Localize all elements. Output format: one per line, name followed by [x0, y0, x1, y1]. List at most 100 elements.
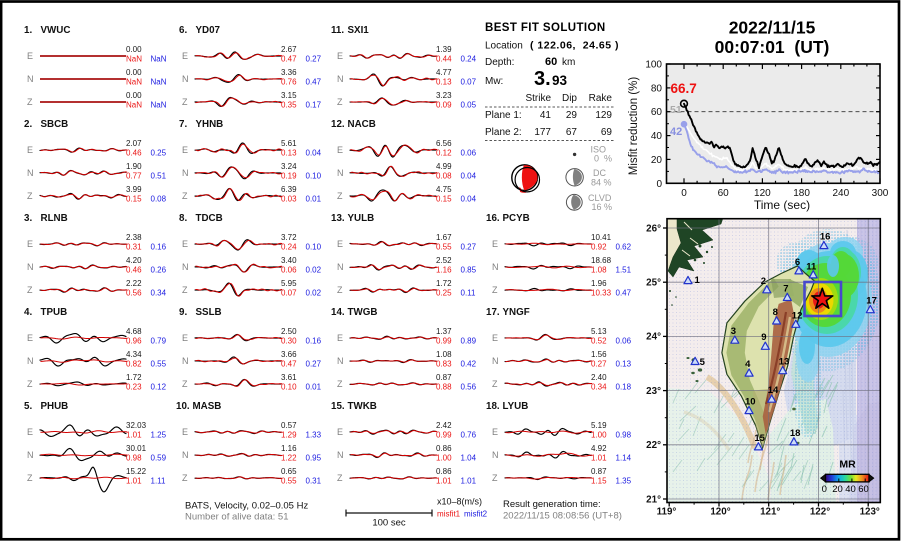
svg-text:1.51: 1.51	[616, 265, 632, 274]
svg-text:6: 6	[795, 257, 800, 268]
svg-text:Number of alive data: 51: Number of alive data: 51	[185, 512, 289, 523]
svg-text:1.22: 1.22	[281, 453, 297, 462]
svg-text:5.13: 5.13	[591, 327, 607, 336]
svg-text:0.24: 0.24	[281, 242, 297, 251]
svg-text:0.85: 0.85	[461, 265, 477, 274]
svg-text:1.00: 1.00	[591, 430, 607, 439]
svg-text:0.06: 0.06	[281, 265, 297, 274]
svg-text:1.29: 1.29	[281, 430, 297, 439]
svg-text:Plane 2:: Plane 2:	[485, 127, 522, 138]
svg-text:3.24: 3.24	[281, 162, 297, 171]
svg-text:0.89: 0.89	[461, 336, 477, 345]
svg-text:N: N	[182, 262, 189, 272]
svg-text:1.37: 1.37	[436, 327, 452, 336]
svg-text:0.00: 0.00	[126, 45, 142, 54]
svg-text:Z: Z	[182, 379, 188, 389]
svg-text:Z: Z	[27, 473, 33, 483]
svg-text:16 %: 16 %	[592, 202, 613, 212]
svg-text:4.99: 4.99	[436, 162, 452, 171]
svg-text:Depth:: Depth:	[485, 57, 514, 68]
svg-text:0.10: 0.10	[306, 171, 322, 180]
svg-text:0.96: 0.96	[126, 336, 142, 345]
svg-text:100 sec: 100 sec	[372, 518, 406, 529]
svg-text:1.00: 1.00	[436, 453, 452, 462]
svg-text:N: N	[337, 262, 344, 272]
svg-text:TDCB: TDCB	[196, 213, 223, 224]
svg-text:NaN: NaN	[151, 100, 167, 109]
svg-text:0.13: 0.13	[436, 77, 452, 86]
svg-text:0.08: 0.08	[436, 171, 452, 180]
svg-text:60: 60	[545, 56, 557, 68]
svg-text:N: N	[182, 74, 189, 84]
svg-text:NACB: NACB	[348, 119, 376, 130]
svg-text:Location: Location	[485, 41, 523, 52]
svg-text:0.47: 0.47	[616, 288, 632, 297]
svg-text:12: 12	[792, 311, 803, 322]
svg-text:LYUB: LYUB	[503, 401, 529, 412]
svg-text:14: 14	[768, 385, 779, 396]
svg-text:4.20: 4.20	[126, 256, 142, 265]
svg-text:0.24: 0.24	[461, 54, 477, 63]
svg-text:16: 16	[820, 232, 831, 243]
svg-text:Z: Z	[492, 379, 498, 389]
svg-text:0.44: 0.44	[436, 54, 452, 63]
svg-text:11: 11	[806, 261, 817, 272]
svg-text:12.: 12.	[331, 119, 345, 130]
svg-text:0.51: 0.51	[151, 171, 167, 180]
svg-text:0.47: 0.47	[281, 54, 297, 63]
svg-text:N: N	[492, 450, 499, 460]
svg-text:1.04: 1.04	[461, 453, 477, 462]
svg-text:2.40: 2.40	[591, 373, 607, 382]
svg-text:69: 69	[601, 127, 613, 138]
svg-text:0.56: 0.56	[461, 382, 477, 391]
svg-text:60: 60	[858, 484, 869, 495]
svg-text:1.08: 1.08	[591, 265, 607, 274]
svg-text:3.40: 3.40	[281, 256, 297, 265]
svg-text:8.: 8.	[179, 213, 187, 224]
svg-text:Z: Z	[337, 379, 343, 389]
svg-text:CLVD: CLVD	[588, 193, 612, 203]
svg-text:26°: 26°	[646, 223, 661, 234]
svg-text:0.04: 0.04	[461, 194, 477, 203]
svg-text:123°: 123°	[860, 507, 880, 518]
svg-text:5.19: 5.19	[591, 421, 607, 430]
svg-text:7.: 7.	[179, 119, 187, 130]
svg-text:1.: 1.	[24, 25, 32, 36]
svg-text:E: E	[27, 145, 33, 155]
svg-text:1.01: 1.01	[126, 476, 142, 485]
svg-text:2.: 2.	[24, 119, 32, 130]
svg-text:1.25: 1.25	[151, 430, 167, 439]
svg-text:Dip: Dip	[562, 93, 577, 104]
svg-text:00:07:01 (UT): 00:07:01 (UT)	[715, 37, 830, 57]
svg-text:Z: Z	[337, 191, 343, 201]
svg-text:20: 20	[832, 484, 843, 495]
svg-text:0.15: 0.15	[126, 194, 142, 203]
svg-text:120°: 120°	[710, 507, 730, 518]
svg-text:E: E	[337, 51, 343, 61]
svg-text:5.95: 5.95	[281, 279, 297, 288]
svg-text:0: 0	[656, 179, 662, 190]
svg-text:0.00: 0.00	[126, 91, 142, 100]
svg-text:E: E	[27, 427, 33, 437]
svg-text:E: E	[182, 427, 188, 437]
svg-text:N: N	[182, 356, 189, 366]
svg-text:Z: Z	[27, 379, 33, 389]
svg-text:E: E	[27, 239, 33, 249]
svg-text:TPUB: TPUB	[41, 307, 68, 318]
svg-text:YNGF: YNGF	[503, 307, 530, 318]
svg-text:3.99: 3.99	[126, 185, 142, 194]
svg-text:0.26: 0.26	[151, 265, 167, 274]
svg-text:0.79: 0.79	[151, 336, 167, 345]
svg-text:E: E	[182, 333, 188, 343]
svg-text:N: N	[27, 356, 34, 366]
svg-text:129: 129	[595, 110, 612, 121]
svg-text:2.52: 2.52	[436, 256, 452, 265]
svg-text:3.36: 3.36	[281, 68, 297, 77]
svg-text:15: 15	[754, 433, 765, 444]
svg-text:1.72: 1.72	[126, 373, 142, 382]
svg-text:0.55: 0.55	[436, 242, 452, 251]
svg-text:51: 51	[670, 104, 682, 116]
svg-text:N: N	[492, 356, 499, 366]
svg-text:93: 93	[552, 73, 568, 88]
svg-text:Rake: Rake	[589, 93, 613, 104]
